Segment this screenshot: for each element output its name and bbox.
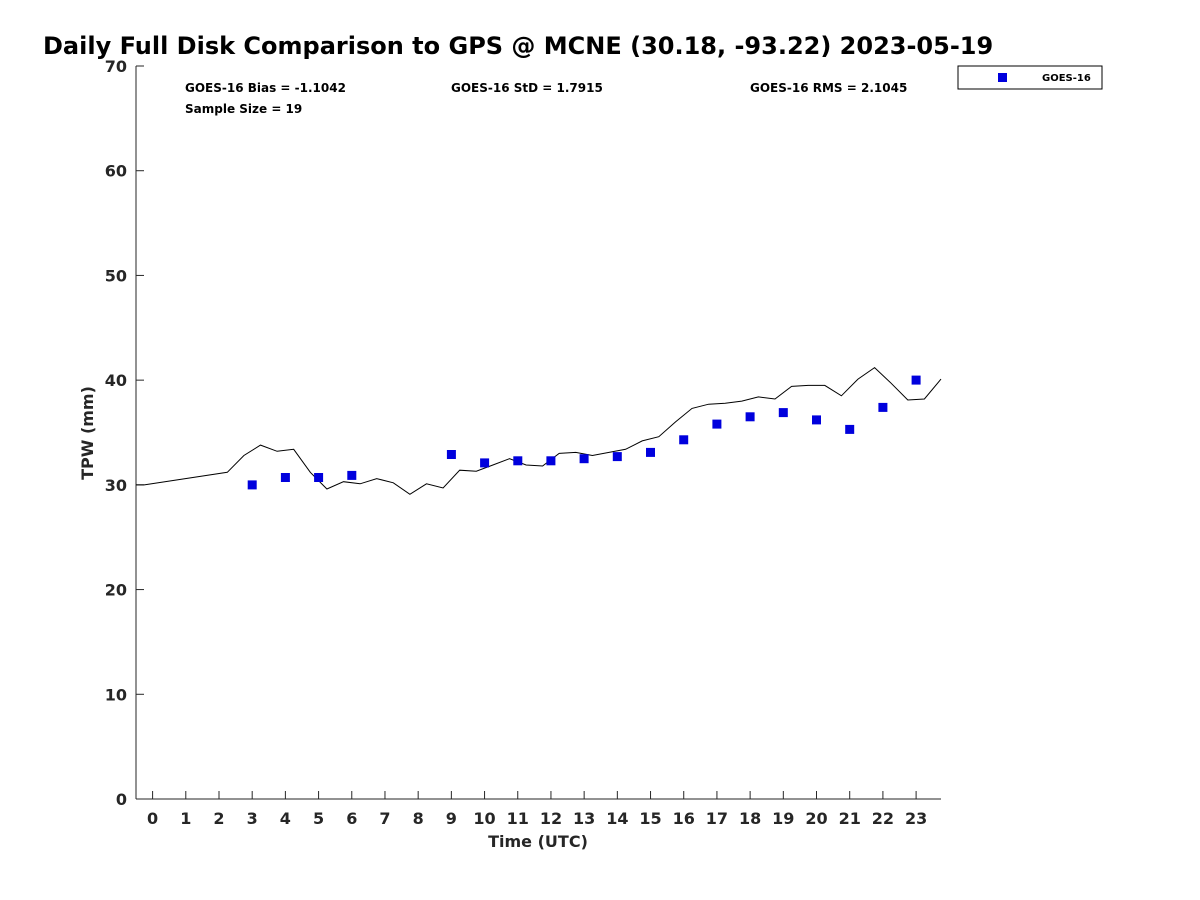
- std-stat: GOES-16 StD = 1.7915: [451, 81, 603, 95]
- x-tick-label: 13: [573, 809, 595, 828]
- x-tick-label: 15: [639, 809, 661, 828]
- goes16-marker-layer: [247, 375, 921, 490]
- x-tick-label: 16: [673, 809, 695, 828]
- goes16-point: [347, 470, 357, 480]
- sample-size-stat: Sample Size = 19: [185, 102, 302, 116]
- y-axis-label: TPW (mm): [78, 386, 97, 480]
- x-tick-label: 14: [606, 809, 628, 828]
- goes16-point: [878, 402, 888, 412]
- legend-box: [957, 65, 1103, 90]
- legend-label: GOES-16: [1042, 73, 1091, 84]
- goes16-point: [247, 480, 257, 490]
- goes16-point: [546, 456, 556, 466]
- y-tick-label: 20: [105, 581, 127, 600]
- goes16-point: [579, 454, 589, 464]
- goes16-point: [314, 473, 324, 482]
- bias-stat: GOES-16 Bias = -1.1042: [185, 81, 346, 95]
- goes16-point: [712, 419, 722, 429]
- x-tick-label: 1: [180, 809, 191, 828]
- x-tick-label: 12: [540, 809, 562, 828]
- y-tick-label: 60: [105, 162, 127, 181]
- gps-line: [136, 366, 942, 495]
- x-tick-label: 5: [313, 809, 324, 828]
- gps-line-layer: [136, 366, 942, 495]
- x-tick-label: 2: [213, 809, 224, 828]
- y-tick-label: 40: [105, 371, 127, 390]
- goes16-point: [745, 412, 755, 422]
- y-tick-label: 70: [105, 57, 127, 76]
- rms-stat: GOES-16 RMS = 2.1045: [750, 81, 907, 95]
- x-tick-label: 6: [346, 809, 357, 828]
- x-tick-label: 20: [805, 809, 827, 828]
- x-axis-label: Time (UTC): [488, 832, 588, 851]
- y-tick-label: 30: [105, 476, 127, 495]
- x-tick-label: 11: [507, 809, 529, 828]
- x-tick-label: 8: [413, 809, 424, 828]
- goes16-point: [280, 473, 290, 482]
- goes16-point: [812, 415, 821, 425]
- chart-title: Daily Full Disk Comparison to GPS @ MCNE…: [43, 32, 993, 60]
- x-tick-label: 18: [739, 809, 761, 828]
- x-tick-label: 19: [772, 809, 794, 828]
- x-tick-label: 9: [446, 809, 457, 828]
- legend-marker: [998, 73, 1007, 82]
- goes16-point: [679, 435, 689, 445]
- y-tick-label: 0: [116, 790, 127, 809]
- x-tick-label: 23: [905, 809, 927, 828]
- goes16-point: [845, 424, 855, 434]
- goes16-point: [911, 375, 921, 385]
- x-tick-label: 7: [379, 809, 390, 828]
- x-tick-label: 22: [872, 809, 894, 828]
- x-tick-label: 21: [839, 809, 861, 828]
- goes16-point: [513, 456, 523, 466]
- x-tick-label: 17: [706, 809, 728, 828]
- goes16-point: [646, 447, 655, 457]
- x-tick-label: 4: [280, 809, 291, 828]
- goes16-point: [612, 452, 622, 462]
- legend: GOES-16: [957, 65, 1103, 90]
- goes16-point: [446, 450, 456, 459]
- goes16-point: [480, 458, 490, 468]
- x-tick-label: 10: [473, 809, 495, 828]
- goes16-point: [778, 408, 788, 418]
- y-tick-label: 50: [105, 266, 127, 285]
- x-tick-label: 3: [247, 809, 258, 828]
- x-tick-label: 0: [147, 809, 158, 828]
- y-tick-label: 10: [105, 685, 127, 704]
